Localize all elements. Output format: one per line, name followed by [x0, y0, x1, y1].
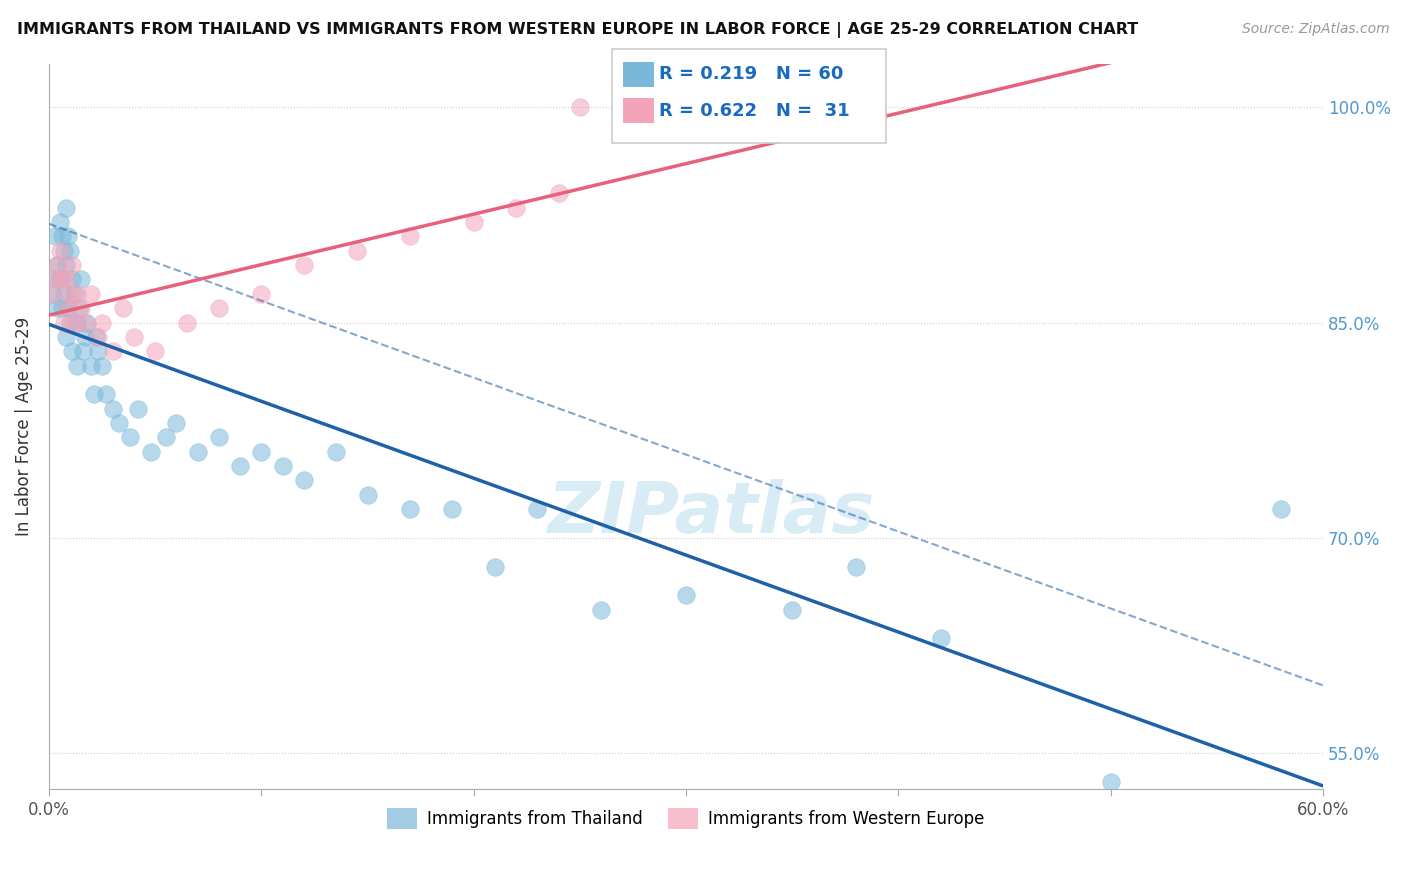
Point: [75, 330, 97, 344]
Point: [346, 244, 368, 258]
Point: [44, 229, 66, 244]
Point: [271, 459, 294, 474]
Point: [108, 416, 131, 430]
Point: [176, 316, 198, 330]
Point: [51, 229, 73, 244]
Point: [46, 301, 69, 315]
Point: [46, 258, 69, 272]
Point: [63, 316, 86, 330]
Point: [60, 272, 83, 286]
Point: [55, 258, 77, 272]
Point: [69, 272, 91, 286]
Point: [65, 359, 87, 373]
Point: [101, 344, 124, 359]
Point: [52, 316, 75, 330]
Point: [208, 430, 231, 444]
Point: [59, 244, 82, 258]
Point: [80, 286, 103, 301]
Point: [80, 359, 103, 373]
Point: [325, 444, 347, 458]
Point: [60, 258, 83, 272]
Text: Source: ZipAtlas.com: Source: ZipAtlas.com: [1241, 22, 1389, 37]
Point: [55, 272, 77, 286]
Text: R = 0.622   N =  31: R = 0.622 N = 31: [659, 102, 851, 120]
Point: [87, 344, 110, 359]
Point: [484, 559, 506, 574]
Point: [127, 401, 149, 416]
Point: [59, 286, 82, 301]
Point: [591, 603, 613, 617]
Point: [44, 272, 66, 286]
Point: [780, 603, 803, 617]
Point: [547, 186, 569, 201]
Point: [42, 286, 65, 301]
Point: [505, 201, 527, 215]
Point: [526, 502, 548, 516]
Point: [568, 100, 591, 114]
Point: [292, 258, 315, 272]
Point: [250, 444, 273, 458]
Point: [83, 387, 105, 401]
Point: [52, 244, 75, 258]
Point: [63, 286, 86, 301]
Point: [59, 316, 82, 330]
Point: [51, 272, 73, 286]
Point: [929, 632, 952, 646]
Point: [67, 301, 90, 315]
Point: [250, 286, 273, 301]
Point: [356, 488, 378, 502]
Point: [56, 301, 79, 315]
Point: [399, 229, 422, 244]
Point: [1270, 502, 1292, 516]
Point: [84, 330, 107, 344]
Point: [65, 286, 87, 301]
Point: [55, 330, 77, 344]
Point: [441, 502, 464, 516]
Point: [91, 316, 114, 330]
Point: [229, 459, 252, 474]
Point: [399, 502, 422, 516]
Point: [51, 301, 73, 315]
Point: [76, 316, 98, 330]
Point: [56, 301, 79, 315]
Text: ZIPatlas: ZIPatlas: [548, 479, 875, 549]
Point: [65, 316, 87, 330]
Point: [52, 286, 75, 301]
Point: [87, 330, 110, 344]
Point: [101, 401, 124, 416]
Point: [48, 244, 70, 258]
Point: [122, 330, 145, 344]
Point: [1099, 775, 1122, 789]
Point: [143, 344, 166, 359]
Y-axis label: In Labor Force | Age 25-29: In Labor Force | Age 25-29: [15, 317, 32, 536]
Point: [155, 430, 177, 444]
Point: [48, 272, 70, 286]
Point: [208, 301, 231, 315]
Point: [75, 316, 97, 330]
Point: [118, 430, 141, 444]
Point: [91, 359, 114, 373]
Point: [139, 444, 162, 458]
Point: [112, 301, 135, 315]
Point: [96, 387, 118, 401]
Point: [845, 559, 868, 574]
Point: [46, 258, 69, 272]
Point: [463, 215, 485, 229]
Point: [60, 344, 83, 359]
Point: [165, 416, 187, 430]
Text: R = 0.219   N = 60: R = 0.219 N = 60: [659, 65, 844, 83]
Point: [55, 201, 77, 215]
Point: [187, 444, 209, 458]
Point: [292, 474, 315, 488]
Point: [69, 301, 91, 315]
Point: [56, 229, 79, 244]
Point: [42, 286, 65, 301]
Text: IMMIGRANTS FROM THAILAND VS IMMIGRANTS FROM WESTERN EUROPE IN LABOR FORCE | AGE : IMMIGRANTS FROM THAILAND VS IMMIGRANTS F…: [17, 22, 1137, 38]
Point: [44, 272, 66, 286]
Legend: Immigrants from Thailand, Immigrants from Western Europe: Immigrants from Thailand, Immigrants fro…: [381, 802, 991, 835]
Point: [72, 344, 94, 359]
Point: [675, 588, 697, 602]
Point: [48, 215, 70, 229]
